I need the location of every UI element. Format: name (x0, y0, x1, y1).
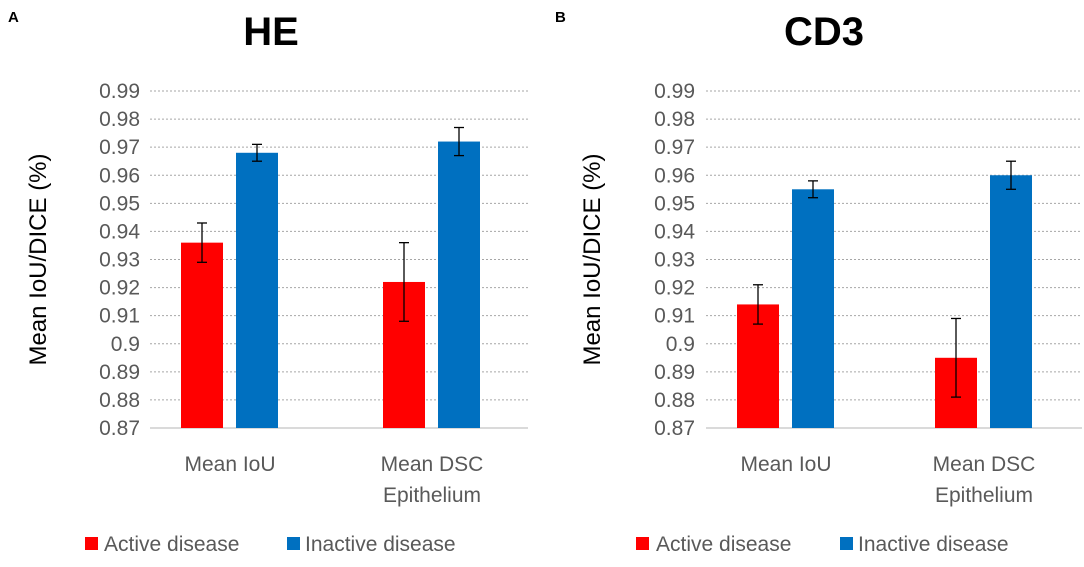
panel-label: B (555, 9, 566, 26)
legend-label: Active disease (104, 533, 239, 556)
y-tick-label: 0.92 (99, 277, 140, 300)
bar-active-0 (737, 304, 779, 428)
y-tick-label: 0.91 (99, 305, 140, 328)
y-tick-label: 0.88 (654, 389, 695, 412)
legend-label: Inactive disease (305, 533, 456, 556)
y-tick-label: 0.89 (99, 361, 140, 384)
legend-swatch (85, 537, 98, 550)
y-axis-label: Mean IoU/DICE (%) (25, 153, 52, 365)
bar-inactive-0 (792, 189, 834, 428)
y-tick-label: 0.97 (99, 136, 140, 159)
y-tick-label: 0.87 (99, 417, 140, 440)
x-category-label: Epithelium (383, 484, 481, 507)
bar-inactive-0 (236, 152, 278, 429)
y-tick-label: 0.87 (654, 417, 695, 440)
y-tick-label: 0.95 (654, 192, 695, 215)
x-category-label: Mean DSC (933, 453, 1036, 476)
legend-swatch (636, 537, 649, 550)
y-tick-label: 0.95 (99, 192, 140, 215)
y-tick-label: 0.99 (654, 80, 695, 103)
bar-inactive-1 (438, 141, 480, 429)
y-tick-label: 0.88 (99, 389, 140, 412)
y-tick-label: 0.9 (666, 333, 695, 356)
y-tick-label: 0.97 (654, 136, 695, 159)
bar-active-0 (181, 242, 223, 428)
y-tick-label: 0.91 (654, 305, 695, 328)
y-tick-label: 0.98 (654, 108, 695, 131)
y-tick-label: 0.96 (99, 164, 140, 187)
x-category-label: Mean DSC (381, 453, 484, 476)
y-tick-label: 0.94 (654, 220, 695, 243)
y-tick-label: 0.96 (654, 164, 695, 187)
chart-panel-a: A HE Mean IoU/DICE (%) 0.87 0.88 0.89 0.9 0.91 0… (8, 9, 528, 556)
legend-swatch (287, 537, 300, 550)
y-tick-label: 0.92 (654, 277, 695, 300)
y-tick-label: 0.9 (111, 333, 140, 356)
y-tick-label: 0.94 (99, 220, 140, 243)
legend-label: Active disease (656, 533, 791, 556)
panel-label: A (8, 9, 19, 26)
chart-panel-b: B CD3 Mean IoU/DICE (%) 0.87 0.88 0.89 0.9 0.91… (555, 9, 1082, 556)
y-tick-label: 0.98 (99, 108, 140, 131)
chart-title: HE (243, 10, 299, 54)
y-tick-label: 0.99 (99, 80, 140, 103)
y-tick-label: 0.89 (654, 361, 695, 384)
y-axis-label: Mean IoU/DICE (%) (579, 153, 606, 365)
legend-swatch (840, 537, 853, 550)
x-category-label: Mean IoU (184, 453, 275, 476)
x-category-label: Mean IoU (740, 453, 831, 476)
y-tick-label: 0.93 (99, 249, 140, 272)
bar-inactive-1 (990, 175, 1032, 428)
legend-label: Inactive disease (858, 533, 1009, 556)
chart-title: CD3 (784, 10, 864, 54)
x-category-label: Epithelium (935, 484, 1033, 507)
y-tick-label: 0.93 (654, 249, 695, 272)
